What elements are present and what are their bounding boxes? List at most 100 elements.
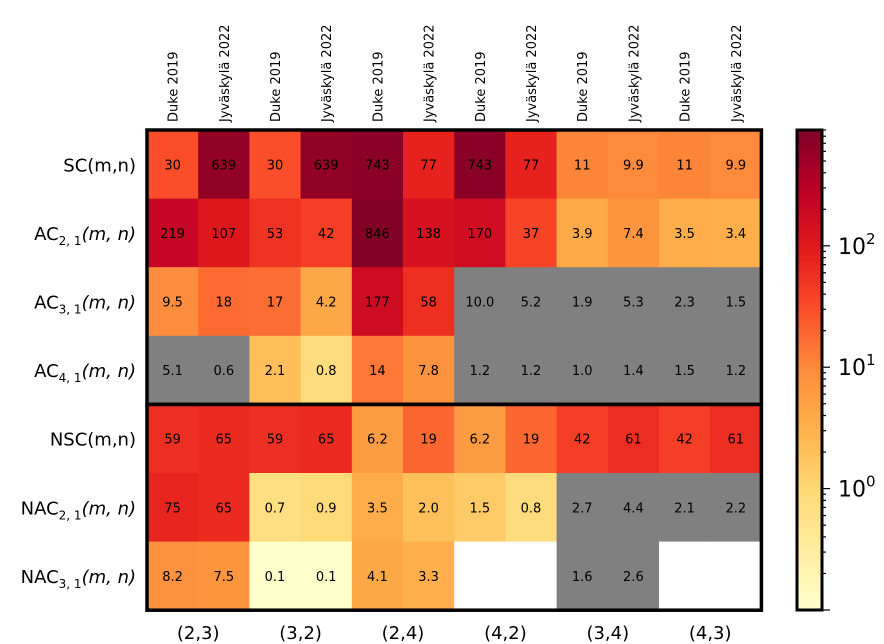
cell-value-label: 1.0 xyxy=(572,364,593,379)
heatmap-cell xyxy=(351,198,404,268)
column-label: Jyväskylä 2022 xyxy=(627,24,642,123)
cell-value-label: 138 xyxy=(416,227,441,242)
column-label: Duke 2019 xyxy=(167,51,182,122)
heatmap-cell-labels: 30 639 30 639 743 77 743 77 11 9.9 11 9.9 219 107 53 42… xyxy=(160,158,746,585)
cell-value-label: 170 xyxy=(467,227,492,242)
cell-value-label: 11 xyxy=(676,158,693,173)
cell-value-label: 4.1 xyxy=(367,570,388,585)
row-label: NAC3, 1(m, n) xyxy=(21,567,136,591)
heatmap-cell xyxy=(454,541,506,611)
row-labels: SC(m,n) AC2, 1(m, n) AC3, 1(m, n) AC4, 1(m,… xyxy=(21,155,136,591)
cell-value-label: 0.8 xyxy=(521,501,542,516)
cell-value-label: 42 xyxy=(318,227,335,242)
column-label: Duke 2019 xyxy=(371,51,386,122)
cell-value-label: 219 xyxy=(160,227,185,242)
cell-value-label: 11 xyxy=(574,158,591,173)
cell-value-label: 3.9 xyxy=(572,227,593,242)
column-label: Jyväskylä 2022 xyxy=(320,24,335,123)
group-label: (2,4) xyxy=(382,623,425,644)
cell-value-label: 6.2 xyxy=(469,433,490,448)
heatmap-cell xyxy=(147,130,199,200)
heatmap-cell xyxy=(505,473,558,543)
heatmap-cell xyxy=(659,267,711,337)
group-labels: (2,3) (3,2) (2,4) (4,2) (3,4) (4,3) xyxy=(177,623,732,644)
cell-value-label: 9.5 xyxy=(162,296,183,311)
heatmap-cell xyxy=(454,130,506,200)
cell-value-label: 59 xyxy=(267,433,284,448)
cell-value-label: 14 xyxy=(369,364,386,379)
group-label: (3,2) xyxy=(279,623,322,644)
heatmap-cell xyxy=(454,473,506,543)
cell-value-label: 3.5 xyxy=(367,501,388,516)
heatmap-cell xyxy=(351,473,404,543)
cell-value-label: 0.1 xyxy=(316,570,337,585)
heatmap-cell xyxy=(505,541,558,611)
heatmap-cell xyxy=(710,404,762,474)
heatmap-cell xyxy=(607,404,660,474)
heatmap-cell xyxy=(198,335,250,405)
cell-value-label: 65 xyxy=(216,433,233,448)
cell-value-label: 7.5 xyxy=(213,570,234,585)
cell-value-label: 639 xyxy=(211,158,236,173)
cell-value-label: 18 xyxy=(216,296,233,311)
heatmap-cell xyxy=(351,404,404,474)
heatmap-cell xyxy=(607,473,660,543)
column-label: Jyväskylä 2022 xyxy=(730,24,745,123)
heatmap-cell xyxy=(607,335,660,405)
heatmap-cell xyxy=(556,404,609,474)
cell-value-label: 2.2 xyxy=(725,501,746,516)
heatmap-cell xyxy=(505,130,558,200)
heatmap-cell xyxy=(505,335,558,405)
cell-value-label: 19 xyxy=(523,433,540,448)
colorbar-tick-label: 101 xyxy=(838,351,876,381)
column-label: Duke 2019 xyxy=(269,51,284,122)
cell-value-label: 0.6 xyxy=(213,364,234,379)
heatmap-cells xyxy=(147,130,762,611)
heatmap-cell xyxy=(300,404,353,474)
cell-value-label: 0.1 xyxy=(265,570,286,585)
heatmap-cell xyxy=(659,473,711,543)
heatmap-cell xyxy=(454,335,506,405)
heatmap-cell xyxy=(147,541,199,611)
heatmap-cell xyxy=(300,473,353,543)
cell-value-label: 7.8 xyxy=(418,364,439,379)
heatmap-frame xyxy=(145,128,764,612)
group-label: (3,4) xyxy=(586,623,629,644)
cell-value-label: 2.1 xyxy=(265,364,286,379)
heatmap-cell xyxy=(249,130,302,200)
cell-value-label: 19 xyxy=(420,433,437,448)
group-label: (2,3) xyxy=(177,623,220,644)
row-label: AC4, 1(m, n) xyxy=(34,361,136,385)
cell-value-label: 846 xyxy=(365,227,390,242)
heatmap-cell xyxy=(556,541,609,611)
cell-value-label: 743 xyxy=(365,158,390,173)
group-label: (4,3) xyxy=(689,623,732,644)
cell-value-label: 9.9 xyxy=(725,158,746,173)
cell-value-label: 3.3 xyxy=(418,570,439,585)
cell-value-label: 107 xyxy=(211,227,236,242)
colorbar-tick-label: 102 xyxy=(838,230,876,260)
cell-value-label: 8.2 xyxy=(162,570,183,585)
colorbar-tick-label: 100 xyxy=(838,473,876,503)
cell-value-label: 5.2 xyxy=(521,296,542,311)
cell-value-label: 1.5 xyxy=(674,364,695,379)
heatmap-cell xyxy=(198,404,250,474)
heatmap-cell xyxy=(556,335,609,405)
heatmap-cell xyxy=(198,198,250,268)
heatmap-cell xyxy=(710,130,762,200)
heatmap-cell xyxy=(198,473,250,543)
heatmap-cell xyxy=(556,130,609,200)
heatmap-cell xyxy=(607,267,660,337)
cell-value-label: 61 xyxy=(728,433,745,448)
heatmap-cell xyxy=(403,267,455,337)
cell-value-label: 77 xyxy=(523,158,540,173)
heatmap-cell xyxy=(710,198,762,268)
heatmap-cell xyxy=(607,541,660,611)
lower-block-frame xyxy=(145,402,764,612)
heatmap-cell xyxy=(351,541,404,611)
heatmap-cell xyxy=(403,130,455,200)
cell-value-label: 1.2 xyxy=(469,364,490,379)
heatmap-cell xyxy=(659,130,711,200)
heatmap-cell xyxy=(659,198,711,268)
